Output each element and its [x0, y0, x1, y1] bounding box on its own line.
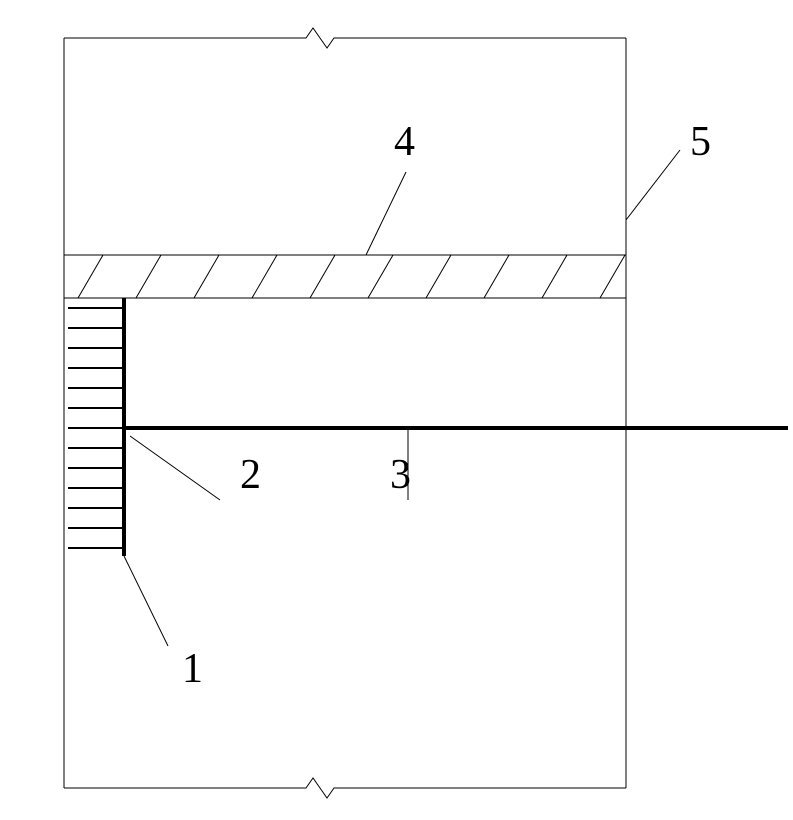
- leader-line-1: [124, 556, 168, 646]
- label-2: 2: [240, 452, 261, 498]
- frame-top-with-break: [64, 28, 626, 48]
- leader-line-4: [366, 172, 406, 255]
- frame-bottom-with-break: [64, 778, 626, 798]
- leader-line-5: [626, 150, 680, 220]
- label-1: 1: [182, 646, 203, 692]
- hatched-band-hatching: [78, 255, 625, 298]
- rake-tines: [68, 308, 124, 548]
- label-3: 3: [390, 452, 411, 498]
- label-4: 4: [394, 119, 415, 165]
- label-5: 5: [690, 119, 711, 165]
- leader-line-2: [130, 436, 220, 500]
